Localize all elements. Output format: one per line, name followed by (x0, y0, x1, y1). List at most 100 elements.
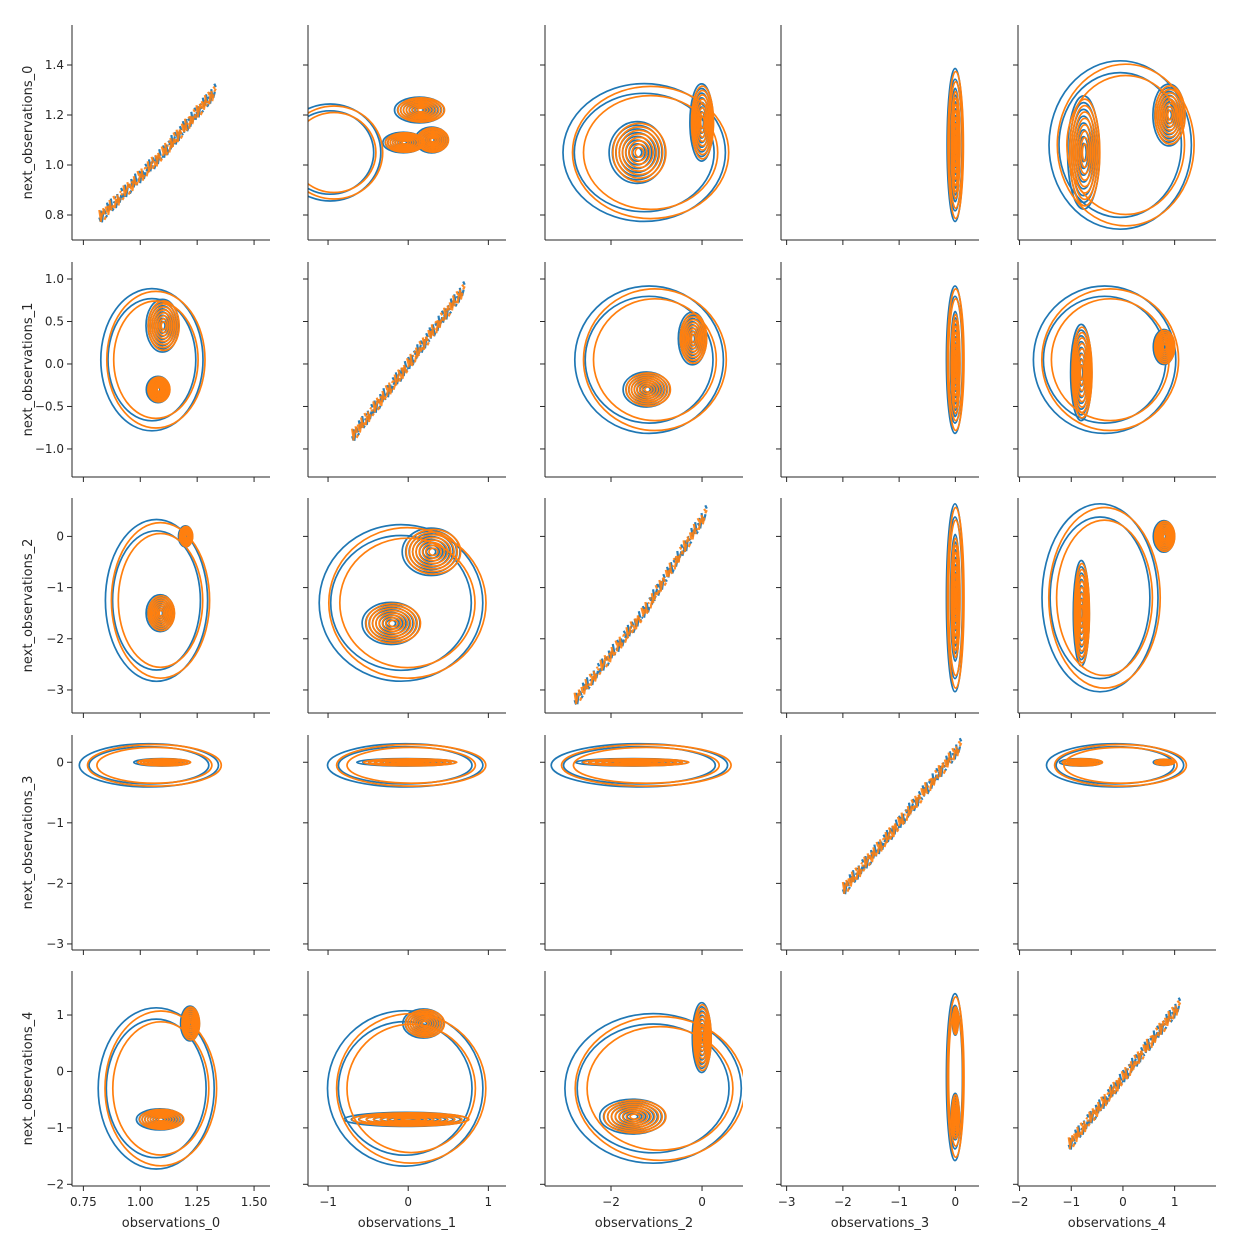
mode-0-contour-7-series-1 (1081, 143, 1089, 162)
outer-contour-0-1-series-0 (576, 1023, 730, 1154)
outer-contour-0-0-series-1 (582, 288, 728, 432)
mode-0-contour-6-series-1 (625, 1111, 645, 1123)
x-axis-label: observations_1 (358, 1216, 456, 1231)
y-tick-label: 1.0 (45, 158, 64, 172)
panel-4-0-contours (97, 1005, 218, 1170)
mode-1-contour-7-series-1 (428, 547, 439, 557)
mode-0-contour-7-series-1 (401, 760, 419, 764)
mode-1-contour-7-series-1 (690, 333, 697, 344)
x-tick-label: −3 (778, 1195, 796, 1209)
panel-0-1 (303, 25, 506, 245)
outer-contour-0-1-series-1 (308, 111, 377, 194)
mode-1-contour-4-series-1 (423, 132, 442, 148)
mode-0-contour-2-series-1 (151, 306, 177, 346)
outer-contour-0-0-series-1 (1053, 743, 1188, 787)
panel-2-1 (303, 498, 506, 718)
mode-0-contour-2-series-1 (618, 129, 661, 176)
panel-4-1: −1 0 1 observations_1 (303, 971, 506, 1231)
mode-1-contour-1-series-1 (691, 89, 714, 156)
panel-0-0: 0.8 1.0 1.2 1.4 next_observations_0 (21, 25, 270, 245)
panel-4-2-contours (564, 1001, 743, 1165)
mode-0-contour-3-series-1 (614, 1105, 656, 1128)
mode-1-contour-0-series-1 (1153, 329, 1176, 365)
x-tick-label: 0 (952, 1195, 960, 1209)
mode-1-contour-7-series-1 (156, 386, 162, 393)
mode-1-contour-1-series-1 (148, 377, 170, 402)
mode-0-contour-6-series-1 (1079, 136, 1090, 169)
x-tick-label: −1 (1062, 1195, 1080, 1209)
mode-0-contour-6-series-1 (413, 105, 429, 115)
panel-2-2 (540, 498, 743, 718)
outer-contour-0-0-series-1 (946, 288, 965, 432)
x-axis-label: observations_2 (595, 1216, 693, 1231)
mode-1-contour-4-series-1 (695, 102, 710, 143)
y-tick-label: −0.5 (35, 399, 64, 413)
outer-contour-0-0-series-0 (308, 103, 382, 202)
mode-0-contour-1-series-1 (615, 126, 664, 179)
mode-0-contour-5-series-1 (1077, 353, 1087, 392)
mode-0-contour-3-series-1 (151, 601, 171, 626)
mode-0-contour-5-series-1 (152, 1114, 172, 1125)
mode-1-contour-2-series-1 (693, 94, 712, 151)
mode-0-contour-7-series-1 (1079, 364, 1085, 381)
mode-1-contour-6-series-1 (1165, 106, 1176, 124)
panel-4-0: −2 −1 0 1 0.75 1.00 1.25 1.50 next_observations_… (21, 971, 270, 1231)
mode-0-contour-5-series-1 (1077, 130, 1092, 175)
y-tick-label: 1.2 (45, 108, 64, 122)
y-tick-label: −1 (46, 816, 64, 830)
mode-0-contour-4-series-1 (153, 603, 170, 624)
y-axis-label: next_observations_4 (21, 1012, 36, 1146)
mode-0-contour-7-series-1 (634, 146, 645, 159)
mode-1-contour-2-series-1 (411, 533, 455, 570)
density-band-series-1 (351, 283, 466, 441)
outer-contour-0-1-series-1 (1066, 74, 1186, 216)
mode-0-contour-2-series-1 (371, 607, 415, 640)
mode-0-contour-7-series-1 (954, 135, 958, 155)
mode-1-contour-6-series-1 (698, 111, 707, 134)
mode-0-contour-0-series-1 (147, 594, 176, 632)
outer-contour-0-0-series-1 (335, 743, 487, 787)
x-tick-label: 0.75 (70, 1195, 97, 1209)
panel-2-2-contours (573, 504, 708, 705)
mode-1-contour-7-series-1 (954, 1017, 957, 1024)
mode-0-contour-7-series-1 (643, 386, 653, 393)
panel-3-0-contours (78, 742, 223, 788)
outer-contour-0-0-series-1 (105, 290, 206, 429)
mode-0-contour-7-series-1 (160, 320, 168, 331)
mode-0-contour-1-series-1 (1070, 104, 1099, 201)
outer-contour-0-0-series-1 (308, 105, 384, 200)
outer-contour-0-1-series-1 (338, 537, 476, 669)
mode-1-contour-3-series-1 (184, 1012, 198, 1035)
mode-2-contour-5-series-1 (396, 137, 414, 148)
mode-0-contour-4-series-1 (624, 136, 655, 169)
mode-1-contour-2-series-1 (682, 318, 705, 359)
mode-0-contour-5-series-1 (381, 614, 406, 633)
outer-contour-0-1-series-0 (573, 92, 715, 213)
mode-0-contour-7-series-1 (159, 760, 170, 764)
mode-1-contour-4-series-1 (696, 1019, 708, 1056)
mode-0-contour-7-series-1 (1079, 604, 1084, 622)
outer-contour-0-1-series-1 (96, 746, 213, 785)
outer-contour-0-1-series-0 (308, 109, 375, 196)
mode-0-contour-7-series-1 (629, 1113, 641, 1121)
panel-0-3-contours (946, 67, 965, 223)
mode-1-contour-3-series-1 (1159, 95, 1181, 135)
mode-1-contour-3-series-1 (411, 1013, 439, 1034)
mode-0-contour-0-series-1 (365, 602, 422, 645)
mode-0-contour-4-series-1 (1075, 348, 1089, 397)
mode-0-contour-3-series-1 (1074, 342, 1090, 403)
mode-0-contour-7-series-1 (400, 1117, 421, 1122)
mode-0-contour-6-series-1 (631, 143, 648, 162)
mode-0-contour-7-series-1 (388, 619, 399, 628)
mode-0-contour-4-series-1 (149, 1113, 175, 1126)
mode-0-contour-3-series-1 (405, 101, 437, 119)
mode-1-contour-4-series-1 (1158, 337, 1171, 357)
mode-0-contour-6-series-1 (384, 616, 402, 630)
mode-1-contour-5-series-1 (697, 107, 708, 138)
mode-0-contour-5-series-1 (1078, 592, 1086, 634)
panel-1-1 (303, 262, 506, 482)
mode-1-contour-5-series-1 (1163, 102, 1177, 128)
mode-0-contour-2-series-1 (630, 376, 666, 403)
mode-0-contour-6-series-1 (1078, 358, 1086, 387)
panel-4-2: −2 0 observations_2 (540, 971, 743, 1231)
